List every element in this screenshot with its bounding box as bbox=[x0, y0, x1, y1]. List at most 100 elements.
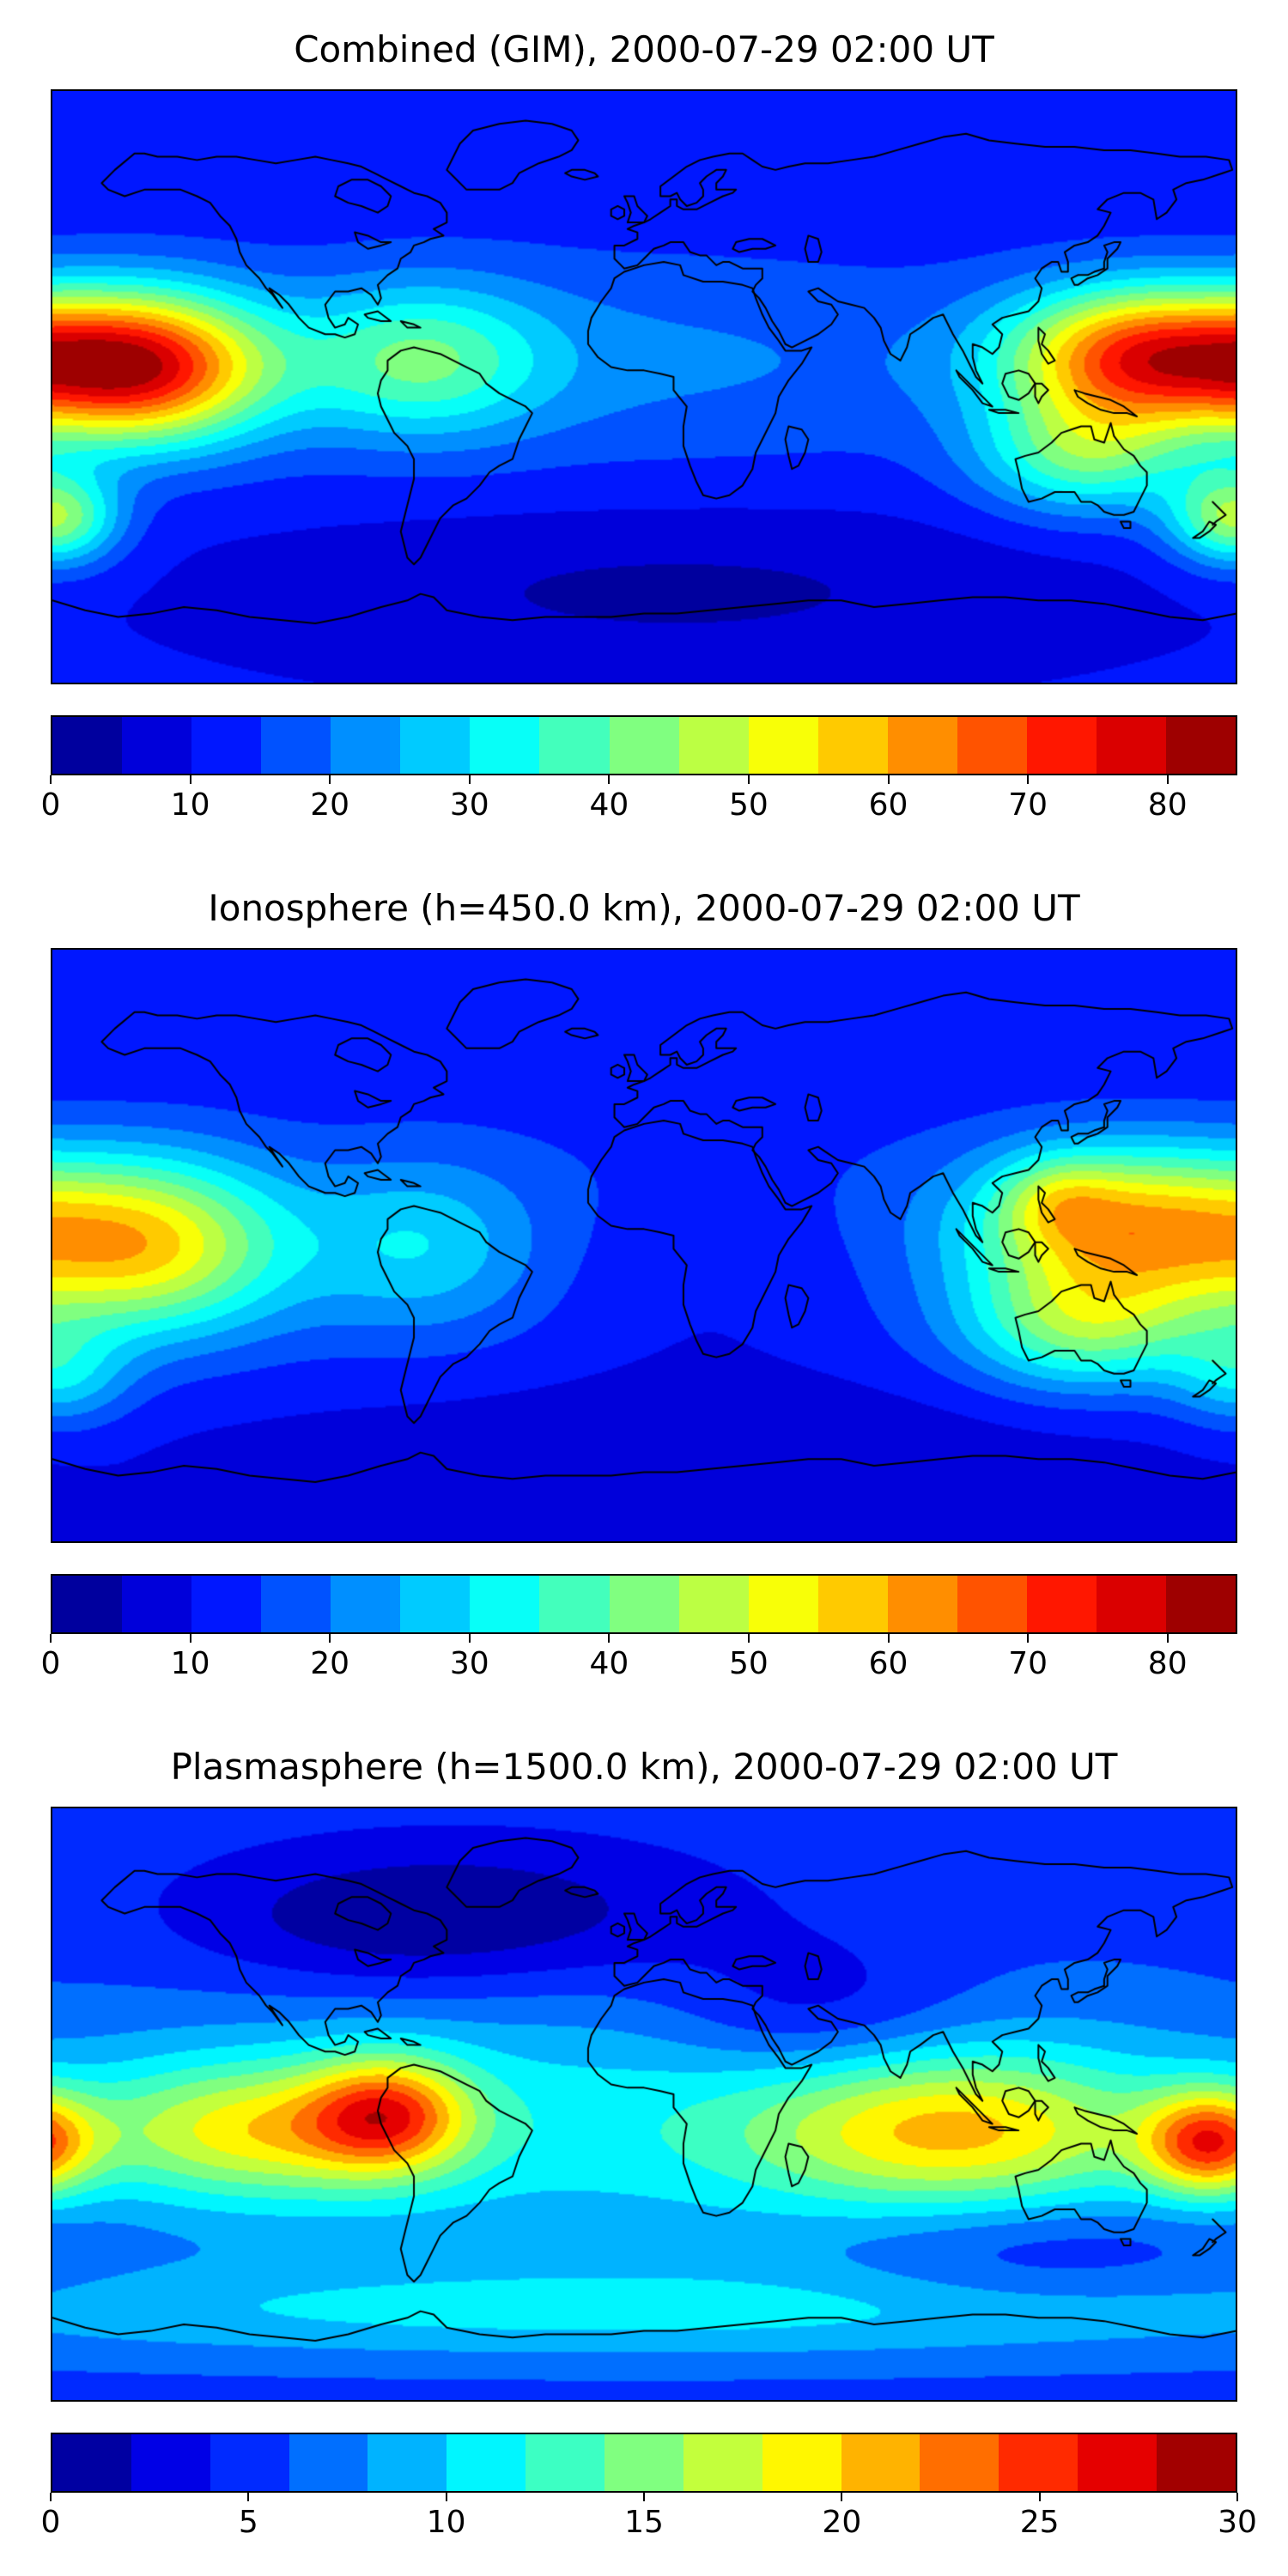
colorbar-tick-label: 25 bbox=[1019, 2505, 1060, 2540]
colorbar-tick bbox=[445, 2493, 447, 2501]
panel-title-ionosphere: Ionosphere (h=450.0 km), 2000-07-29 02:0… bbox=[208, 887, 1080, 929]
colorbar-tick-label: 70 bbox=[1008, 1646, 1048, 1681]
colorbar-segment bbox=[261, 717, 331, 774]
colorbar-tick-label: 0 bbox=[40, 2505, 61, 2540]
colorbar-tick bbox=[887, 1634, 890, 1643]
colorbar-segment bbox=[526, 2434, 605, 2491]
colorbar-segment bbox=[191, 1576, 262, 1632]
colorbar-tick bbox=[1027, 1634, 1030, 1643]
colorbar-segment bbox=[748, 1576, 818, 1632]
colorbar-segment bbox=[609, 717, 679, 774]
colorbar-segment bbox=[1096, 1576, 1166, 1632]
colorbar-tick-label: 5 bbox=[238, 2505, 258, 2540]
colorbar-segment bbox=[920, 2434, 999, 2491]
colorbar-segment bbox=[1096, 717, 1166, 774]
colorbar-tick-label: 15 bbox=[624, 2505, 664, 2540]
colorbar-tick bbox=[1027, 775, 1030, 784]
colorbar-tick-label: 10 bbox=[170, 787, 210, 823]
colorbar-tick bbox=[841, 2493, 843, 2501]
colorbar-segment bbox=[1078, 2434, 1157, 2491]
colorbar-segment bbox=[368, 2434, 447, 2491]
colorbar-tick-label: 30 bbox=[1218, 2505, 1257, 2540]
colorbar-segment bbox=[210, 2434, 289, 2491]
map-canvas-ionosphere bbox=[52, 950, 1236, 1541]
panel-combined: Combined (GIM), 2000-07-29 02:00 UT 0 10 2… bbox=[0, 0, 1288, 859]
colorbar-segment bbox=[609, 1576, 679, 1632]
colorbar-segment bbox=[999, 2434, 1078, 2491]
colorbar-tick bbox=[643, 2493, 645, 2501]
colorbar-segment bbox=[400, 1576, 471, 1632]
colorbar-segment bbox=[470, 1576, 540, 1632]
colorbar-segment bbox=[131, 2434, 210, 2491]
colorbar-tick bbox=[189, 775, 191, 784]
colorbar-segment bbox=[1026, 717, 1097, 774]
colorbar-segment bbox=[887, 1576, 957, 1632]
colorbar-segment bbox=[817, 1576, 888, 1632]
colorbar-tick-label: 0 bbox=[40, 1646, 61, 1681]
panel-plasmasphere: Plasmasphere (h=1500.0 km), 2000-07-29 0… bbox=[0, 1717, 1288, 2576]
colorbar-segment bbox=[52, 1576, 123, 1632]
colorbar-segment bbox=[52, 2434, 131, 2491]
colorbar-segment bbox=[841, 2434, 920, 2491]
colorbar-tick-label: 80 bbox=[1147, 1646, 1188, 1681]
colorbar-segment bbox=[122, 1576, 192, 1632]
colorbar-segment bbox=[1157, 2434, 1236, 2491]
colorbar-tick bbox=[189, 1634, 191, 1643]
colorbar-segment bbox=[470, 717, 540, 774]
colorbar-plasmasphere bbox=[51, 2433, 1237, 2493]
colorbar-segment bbox=[817, 717, 888, 774]
map-plasmasphere bbox=[51, 1807, 1237, 2402]
colorbar-tick-label: 60 bbox=[868, 1646, 908, 1681]
colorbar-tick-label: 20 bbox=[310, 1646, 350, 1681]
colorbar-tick-label: 50 bbox=[729, 1646, 769, 1681]
colorbar-segment bbox=[748, 717, 818, 774]
colorbar-tick-label: 30 bbox=[449, 787, 489, 823]
colorbar-tick bbox=[329, 775, 331, 784]
colorbar-tick bbox=[329, 1634, 331, 1643]
colorbar-segment bbox=[400, 717, 471, 774]
colorbar-tick bbox=[608, 775, 611, 784]
colorbar-segment bbox=[678, 717, 749, 774]
colorbar-segment bbox=[1166, 717, 1236, 774]
panel-ionosphere: Ionosphere (h=450.0 km), 2000-07-29 02:0… bbox=[0, 859, 1288, 1717]
map-canvas-plasmasphere bbox=[52, 1808, 1236, 2400]
colorbar-tick-label: 20 bbox=[822, 2505, 862, 2540]
colorbar-segment bbox=[887, 717, 957, 774]
colorbar-segment bbox=[122, 717, 192, 774]
colorbar-segment bbox=[447, 2434, 526, 2491]
colorbar-tick-label: 80 bbox=[1147, 787, 1188, 823]
colorbar-segment bbox=[1026, 1576, 1097, 1632]
colorbar-tick bbox=[1166, 1634, 1169, 1643]
colorbar-tick bbox=[468, 775, 471, 784]
colorbar-ticks-ionosphere: 0 10 20 30 40 50 60 70 80 bbox=[41, 1634, 1237, 1689]
colorbar-tick-label: 50 bbox=[729, 787, 769, 823]
colorbar-segment bbox=[261, 1576, 331, 1632]
map-combined bbox=[51, 89, 1237, 684]
colorbar-tick-label: 20 bbox=[310, 787, 350, 823]
colorbar-segment bbox=[957, 1576, 1027, 1632]
colorbar-segment bbox=[1166, 1576, 1236, 1632]
colorbar-tick bbox=[50, 1634, 52, 1643]
colorbar-segment bbox=[957, 717, 1027, 774]
colorbar-tick-label: 60 bbox=[868, 787, 908, 823]
colorbar-tick bbox=[468, 1634, 471, 1643]
colorbar-tick bbox=[747, 775, 750, 784]
colorbar-segment bbox=[191, 717, 262, 774]
colorbar-tick-label: 0 bbox=[40, 787, 61, 823]
map-canvas-combined bbox=[52, 91, 1236, 683]
colorbar-segment bbox=[289, 2434, 368, 2491]
colorbar-tick bbox=[50, 775, 52, 784]
map-ionosphere bbox=[51, 948, 1237, 1543]
colorbar-tick-label: 10 bbox=[426, 2505, 466, 2540]
colorbar-tick-label: 30 bbox=[449, 1646, 489, 1681]
colorbar-ticks-plasmasphere: 0 5 10 15 20 25 30 bbox=[41, 2493, 1257, 2548]
colorbar-ionosphere bbox=[51, 1574, 1237, 1634]
colorbar-tick bbox=[1236, 2493, 1238, 2501]
colorbar-tick bbox=[1166, 775, 1169, 784]
panel-title-plasmasphere: Plasmasphere (h=1500.0 km), 2000-07-29 0… bbox=[170, 1746, 1118, 1788]
colorbar-segment bbox=[683, 2434, 762, 2491]
colorbar-ticks-combined: 0 10 20 30 40 50 60 70 80 bbox=[41, 775, 1237, 830]
colorbar-combined bbox=[51, 715, 1237, 775]
colorbar-segment bbox=[331, 1576, 401, 1632]
